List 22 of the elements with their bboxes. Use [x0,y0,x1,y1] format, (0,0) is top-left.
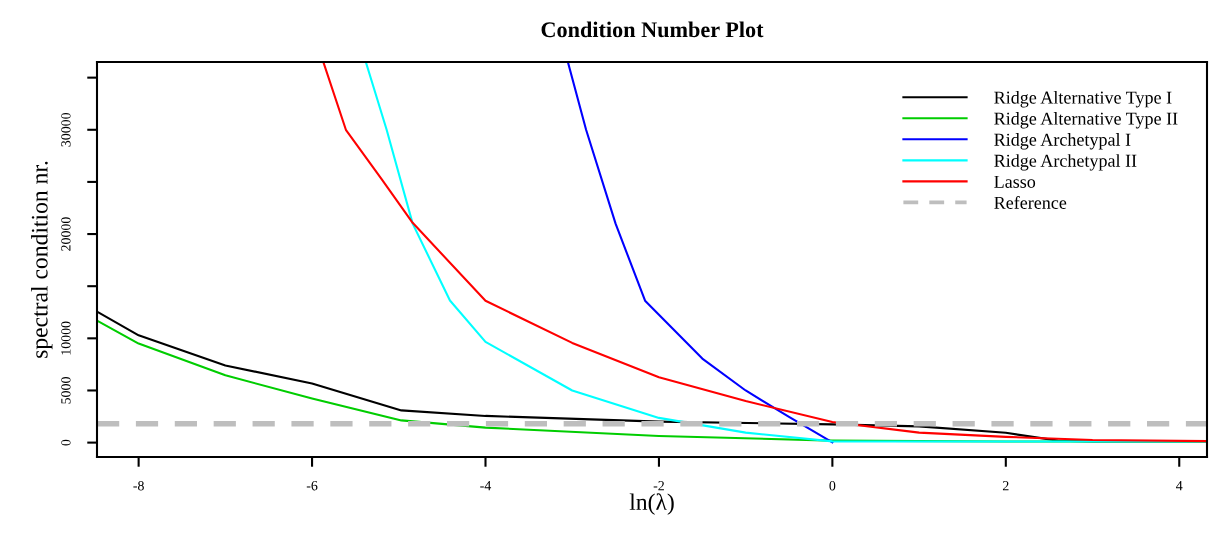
y-tick-label: 30000 [61,112,71,147]
legend-label: Lasso [994,175,1036,188]
legend-label: Ridge Alternative Type II [994,112,1178,129]
y-tick-label: 5000 [61,377,71,404]
x-tick-label: -2 [653,481,664,491]
legend-label: Ridge Archetypal II [994,154,1137,171]
x-tick-label: 2 [1002,481,1009,491]
legend-label: Ridge Archetypal I [994,133,1131,150]
x-axis-title: ln(λ) [629,493,674,515]
y-tick-label: 20000 [61,217,71,251]
x-tick-label: 4 [1176,481,1183,491]
x-tick-label: 0 [829,481,836,491]
line-series [566,62,834,444]
x-tick-label: -4 [480,481,492,491]
legend-label: Reference [994,196,1067,209]
chart-title: Condition Number Plot [541,21,764,38]
y-axis-title: spectral condition nr. [31,161,53,358]
x-tick-label: -8 [133,481,144,491]
y-tick-label: 10000 [61,321,71,355]
x-tick-label: -6 [306,481,318,491]
y-tick-label: 0 [61,439,71,446]
legend-label: Ridge Alternative Type I [994,91,1172,108]
